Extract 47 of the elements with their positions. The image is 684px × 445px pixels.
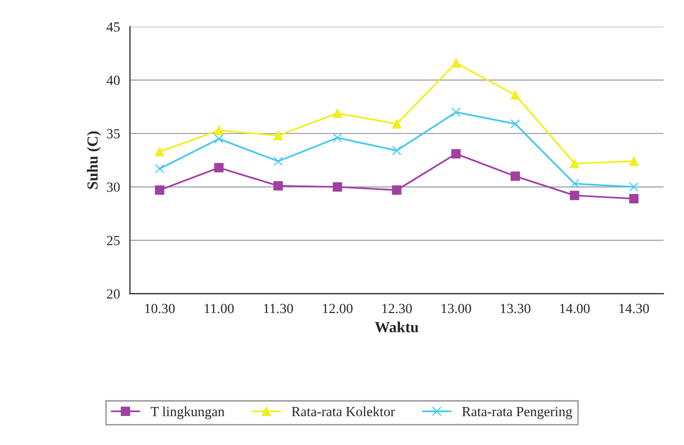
point bbox=[451, 149, 461, 158]
x-tick-label: 14.00 bbox=[560, 304, 590, 314]
point bbox=[629, 194, 639, 204]
point bbox=[214, 126, 224, 135]
y-tick-label: 25 bbox=[106, 236, 120, 246]
point bbox=[154, 164, 164, 174]
y-tick-label: 35 bbox=[107, 129, 120, 138]
y-tick-label: 30 bbox=[107, 182, 120, 192]
point bbox=[214, 134, 224, 144]
point bbox=[154, 146, 164, 156]
x-tick-label: 13.00 bbox=[442, 304, 472, 314]
point bbox=[273, 156, 283, 166]
point bbox=[451, 107, 461, 117]
point bbox=[332, 133, 342, 142]
point bbox=[214, 162, 224, 172]
y-tick-label: 40 bbox=[106, 76, 120, 86]
point bbox=[392, 185, 402, 195]
point bbox=[629, 182, 639, 192]
point bbox=[570, 158, 580, 168]
point bbox=[332, 108, 342, 118]
point bbox=[629, 156, 639, 166]
point bbox=[570, 179, 580, 188]
x-tick-label: 11.30 bbox=[264, 304, 293, 314]
legend-label: T lingkungan bbox=[150, 406, 224, 420]
x-tick-label: 12.30 bbox=[382, 304, 412, 314]
x-tick-label: 10.30 bbox=[145, 304, 175, 314]
point bbox=[451, 58, 461, 68]
point bbox=[570, 190, 580, 200]
point bbox=[154, 185, 164, 195]
point bbox=[510, 90, 520, 100]
legend-label: Rata-rata Pengering bbox=[462, 406, 572, 420]
point bbox=[510, 172, 520, 181]
point bbox=[392, 146, 402, 156]
point bbox=[273, 130, 283, 140]
x-tick-label: 12.00 bbox=[323, 304, 353, 314]
point bbox=[392, 119, 402, 129]
point bbox=[332, 182, 342, 192]
point bbox=[510, 119, 520, 129]
x-tick-label: 11.00 bbox=[204, 304, 234, 314]
point bbox=[273, 181, 283, 191]
y-tick-label: 45 bbox=[106, 22, 120, 32]
x-axis-title: Waktu bbox=[374, 322, 418, 332]
x-tick-label: 14.30 bbox=[619, 304, 649, 314]
y-tick-label: 20 bbox=[106, 289, 120, 299]
y-axis-title: Suhu (C) bbox=[86, 131, 101, 189]
legend-label: Rata-rata Kolektor bbox=[292, 406, 395, 416]
x-tick-label: 13.30 bbox=[500, 304, 530, 314]
